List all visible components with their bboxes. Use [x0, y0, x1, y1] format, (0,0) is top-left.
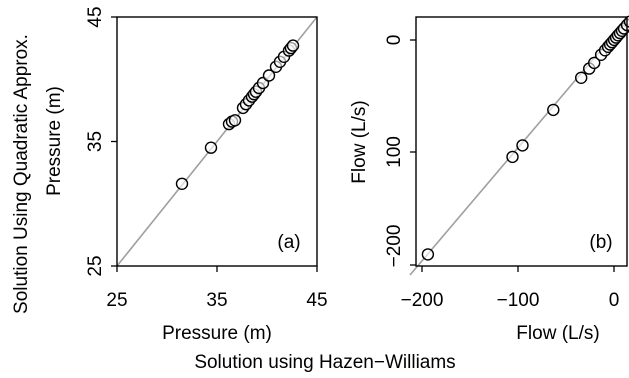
data-point-a-1: [204, 141, 218, 154]
data-point-b-1: [506, 150, 519, 164]
plot-frame-b: [415, 16, 628, 267]
x-tick-label-a-35: 35: [206, 290, 227, 311]
y-tick-label-b-200: −200: [384, 225, 405, 268]
data-point-a-19: [286, 39, 300, 52]
x-tick-label-b-200: −200: [401, 290, 444, 311]
x-axis-label-a: Pressure (m): [162, 323, 272, 344]
panel-b: 0 100 −200 −200 −100 0 (b) Flow (L/s) Fl…: [349, 15, 629, 344]
points-a: [175, 39, 300, 191]
y-tick-label-a-35: 35: [85, 131, 106, 152]
data-point-b-6: [588, 56, 601, 70]
panel-label-b: (b): [589, 232, 612, 253]
data-point-b-2: [516, 139, 529, 152]
shared-x-axis-label: Solution using Hazen−Williams: [194, 352, 455, 373]
x-tick-label-a-45: 45: [306, 290, 327, 311]
data-point-b-0: [421, 248, 435, 261]
panel-label-a: (a): [277, 232, 300, 253]
x-tick-label-a-25: 25: [106, 290, 127, 311]
x-axis-label-b: Flow (L/s): [516, 323, 599, 344]
shared-y-axis-label: Solution Using Quadratic Approx.: [11, 34, 32, 314]
x-tick-label-b-0: 0: [609, 290, 620, 311]
data-point-a-0: [175, 177, 189, 191]
y-tick-label-a-45: 45: [85, 6, 106, 27]
y-axis-label-b: Flow (L/s): [349, 100, 370, 183]
data-point-a-13: [262, 69, 276, 82]
data-point-b-3: [547, 103, 560, 117]
y-tick-label-a-25: 25: [85, 255, 106, 276]
panel-a: 45 35 25 25 35 45 (a) Pressure (m) Press…: [44, 6, 328, 344]
y-tick-label-b-100: 100: [384, 136, 405, 168]
data-point-a-4: [228, 114, 242, 127]
data-point-b-4: [575, 71, 588, 85]
x-tick-label-b-100: −100: [497, 290, 540, 311]
points-b: [421, 15, 629, 261]
y-axis-label-a: Pressure (m): [44, 86, 65, 196]
y-tick-label-b-0: 0: [384, 35, 405, 46]
